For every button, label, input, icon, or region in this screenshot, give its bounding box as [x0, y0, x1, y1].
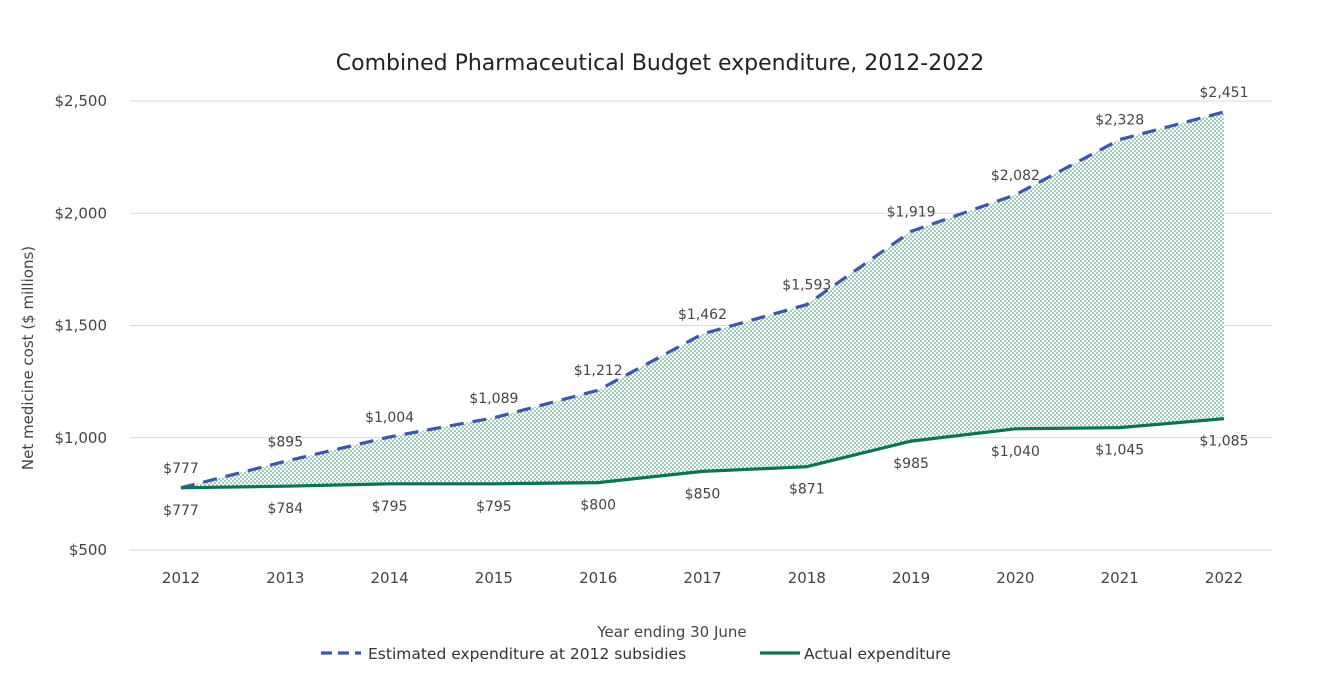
data-label-actual: $871	[789, 482, 825, 498]
data-label-actual: $1,045	[1095, 443, 1144, 459]
data-label-actual: $1,085	[1200, 434, 1249, 450]
x-tick-label: 2020	[996, 569, 1034, 587]
data-label-actual: $1,040	[991, 444, 1040, 460]
x-tick-label: 2013	[266, 569, 304, 587]
data-label-actual: $800	[580, 498, 616, 514]
data-label-estimated: $1,089	[469, 391, 518, 407]
data-label-actual: $985	[893, 456, 929, 472]
x-axis-ticks: 2012 2013 2014 2015 2016 2017 2018 2019 2020 2021…	[162, 569, 1243, 587]
legend: Estimated expenditure at 2012 subsidies …	[321, 645, 951, 663]
data-label-actual: $795	[372, 499, 408, 515]
x-tick-label: 2018	[788, 569, 826, 587]
data-label-actual: $784	[267, 501, 303, 517]
x-tick-label: 2021	[1101, 569, 1139, 587]
x-tick-label: 2016	[579, 569, 617, 587]
shaded-gap-area	[181, 112, 1224, 488]
chart-title: Combined Pharmaceutical Budget expenditu…	[336, 51, 984, 76]
data-label-estimated: $1,462	[678, 307, 727, 323]
data-label-estimated: $1,919	[887, 204, 936, 220]
x-tick-label: 2015	[475, 569, 513, 587]
data-label-estimated: $1,004	[365, 410, 414, 426]
data-label-estimated: $2,451	[1200, 85, 1249, 101]
x-tick-label: 2014	[371, 569, 409, 587]
legend-label-actual: Actual expenditure	[804, 645, 951, 663]
y-tick-label: $1,000	[55, 429, 108, 447]
data-label-estimated: $895	[267, 434, 303, 450]
x-tick-label: 2012	[162, 569, 200, 587]
data-labels: $777 $895 $1,004 $1,089 $1,212 $1,462 $1,593 $1…	[163, 85, 1248, 519]
y-axis-title: Net medicine cost ($ millions)	[19, 246, 37, 470]
y-tick-label: $500	[69, 541, 107, 559]
y-tick-label: $2,500	[55, 92, 108, 110]
x-tick-label: 2019	[892, 569, 930, 587]
y-tick-label: $2,000	[55, 204, 108, 222]
x-tick-label: 2022	[1205, 569, 1243, 587]
data-label-estimated: $1,212	[574, 363, 623, 379]
x-axis-title: Year ending 30 June	[596, 623, 746, 641]
legend-label-estimated: Estimated expenditure at 2012 subsidies	[368, 645, 686, 663]
x-tick-label: 2017	[683, 569, 721, 587]
data-label-estimated: $1,593	[782, 278, 831, 294]
y-axis-ticks: $500 $1,000 $1,500 $2,000 $2,500	[55, 92, 108, 559]
y-tick-label: $1,500	[55, 317, 108, 335]
data-label-actual: $850	[685, 486, 721, 502]
data-label-estimated: $2,328	[1095, 113, 1144, 129]
series-line-actual	[180, 417, 1225, 490]
data-label-actual: $795	[476, 499, 512, 515]
data-label-actual: $777	[163, 503, 199, 519]
data-label-estimated: $2,082	[991, 168, 1040, 184]
data-label-estimated: $777	[163, 461, 199, 477]
series-line-estimated	[180, 110, 1225, 490]
